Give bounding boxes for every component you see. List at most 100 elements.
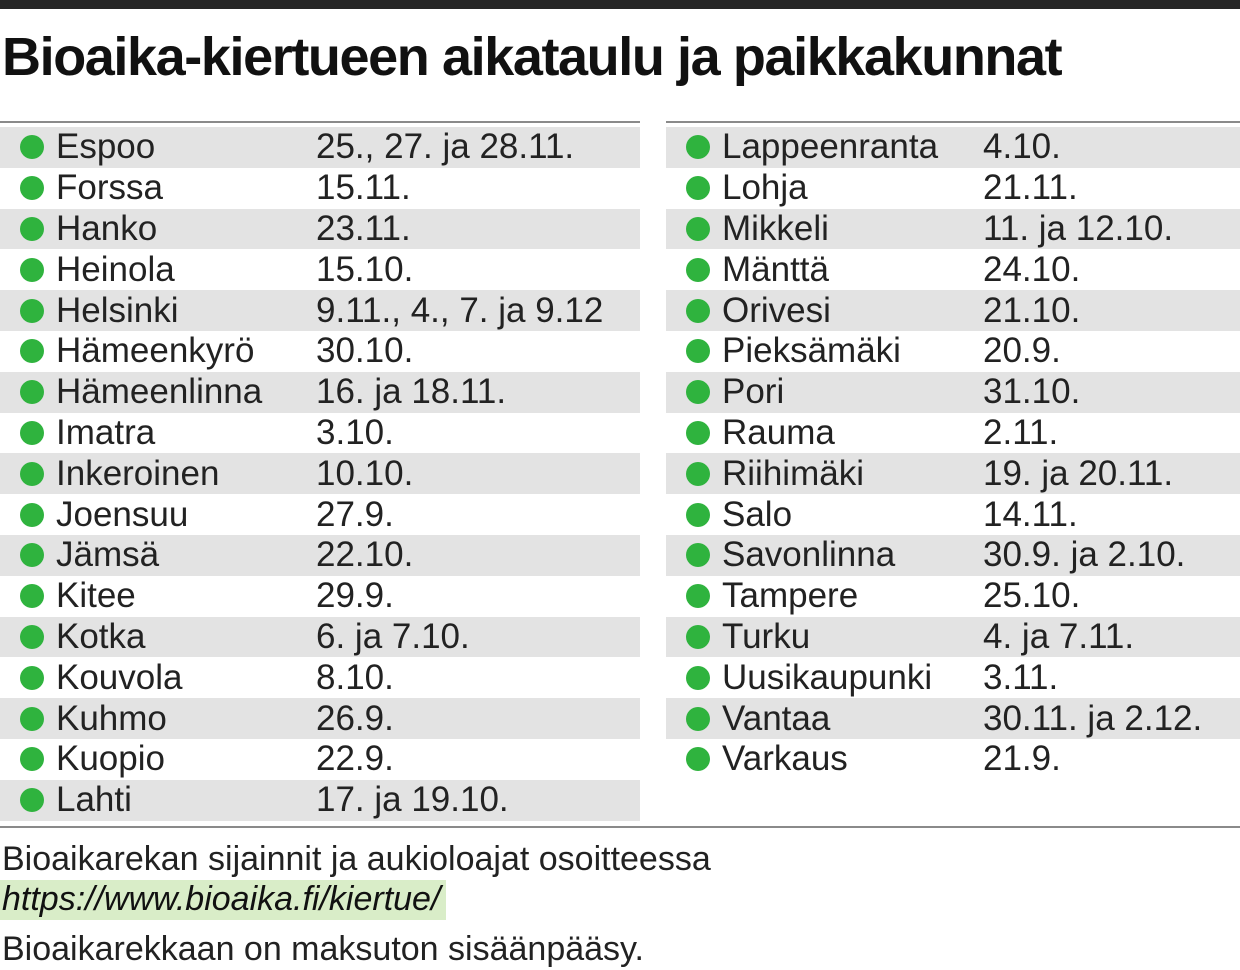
schedule-row: Tampere 25.10. [666, 576, 1240, 617]
bullet-dot-icon [686, 257, 710, 282]
schedule-row: Helsinki 9.11., 4., 7. ja 9.12 [0, 290, 640, 331]
event-dates: 21.9. [983, 739, 1061, 779]
schedule-row: Kuhmo 26.9. [0, 698, 640, 739]
schedule-row: Orivesi 21.10. [666, 290, 1240, 331]
event-dates: 25.10. [983, 576, 1081, 616]
bullet-dot-icon [686, 543, 710, 568]
schedule-row: Kotka 6. ja 7.10. [0, 616, 640, 658]
city-name: Kouvola [56, 657, 183, 697]
event-dates: 23.11. [316, 208, 411, 248]
city-name: Orivesi [722, 290, 831, 330]
city-name: Kotka [56, 616, 146, 656]
event-dates: 17. ja 19.10. [316, 780, 509, 820]
bullet-dot-icon [686, 706, 710, 731]
bullet-dot-icon [686, 584, 710, 609]
city-name: Lohja [722, 168, 808, 208]
city-name: Kuopio [56, 739, 165, 779]
city-name: Rauma [722, 412, 835, 452]
event-dates: 6. ja 7.10. [316, 616, 470, 656]
schedule-row: Hanko 23.11. [0, 208, 640, 250]
schedule-row: Kuopio 22.9. [0, 739, 640, 780]
schedule-row: Hämeenkyrö 30.10. [0, 331, 640, 372]
city-name: Espoo [56, 127, 156, 167]
footer-note: Bioaikarekkaan on maksuton sisäänpääsy. [2, 930, 644, 968]
schedule-column-right: Lappeenranta 4.10. Lohja 21.11. Mikkeli 11. j… [666, 127, 1240, 780]
city-name: Inkeroinen [56, 453, 220, 493]
schedule-row: Rauma 2.11. [666, 413, 1240, 454]
schedule-row: Savonlinna 30.9. ja 2.10. [666, 534, 1240, 576]
bullet-dot-icon [686, 135, 710, 160]
schedule-row: Mikkeli 11. ja 12.10. [666, 208, 1240, 250]
page-title: Bioaika-kiertueen aikataulu ja paikkakun… [2, 27, 1063, 87]
schedule-row: Mänttä 24.10. [666, 249, 1240, 290]
event-dates: 14.11. [983, 494, 1078, 534]
city-name: Lahti [56, 780, 132, 820]
event-dates: 16. ja 18.11. [316, 372, 507, 412]
event-dates: 2.11. [983, 412, 1059, 452]
schedule-row: Lahti 17. ja 19.10. [0, 779, 640, 821]
event-dates: 15.10. [316, 249, 414, 289]
event-dates: 30.9. ja 2.10. [983, 535, 1186, 575]
schedule-row: Lohja 21.11. [666, 168, 1240, 209]
top-rule [0, 0, 1240, 9]
bullet-dot-icon [20, 380, 44, 405]
event-dates: 3.10. [316, 412, 394, 452]
event-dates: 26.9. [316, 698, 394, 738]
event-dates: 4. ja 7.11. [983, 616, 1135, 656]
bullet-dot-icon [20, 543, 44, 568]
schedule-row: Espoo 25., 27. ja 28.11. [0, 127, 640, 168]
bullet-dot-icon [686, 420, 710, 445]
event-dates: 22.10. [316, 535, 414, 575]
schedule-row: Hämeenlinna 16. ja 18.11. [0, 371, 640, 413]
city-name: Uusikaupunki [722, 657, 933, 697]
schedule-row: Riihimäki 19. ja 20.11. [666, 453, 1240, 495]
bullet-dot-icon [686, 747, 710, 772]
city-name: Pori [722, 372, 785, 412]
footer-text: Bioaikarekan sijainnit ja aukioloajat os… [2, 840, 711, 878]
bullet-dot-icon [686, 298, 710, 323]
bullet-dot-icon [686, 665, 710, 690]
city-name: Tampere [722, 576, 859, 616]
city-name: Mikkeli [722, 208, 829, 248]
city-name: Hanko [56, 208, 158, 248]
bullet-dot-icon [686, 461, 710, 486]
bullet-dot-icon [686, 176, 710, 201]
event-dates: 30.10. [316, 331, 414, 371]
bullet-dot-icon [20, 257, 44, 282]
schedule-row: Forssa 15.11. [0, 168, 640, 209]
city-name: Lappeenranta [722, 127, 939, 167]
event-dates: 10.10. [316, 453, 414, 493]
bullet-dot-icon [20, 584, 44, 609]
event-dates: 25., 27. ja 28.11. [316, 127, 575, 167]
bullet-dot-icon [20, 461, 44, 486]
city-name: Salo [722, 494, 793, 534]
event-dates: 20.9. [983, 331, 1061, 371]
city-name: Mänttä [722, 249, 829, 289]
schedule-row: Jämsä 22.10. [0, 534, 640, 576]
schedule-row: Inkeroinen 10.10. [0, 453, 640, 495]
city-name: Forssa [56, 168, 163, 208]
event-dates: 29.9. [316, 576, 394, 616]
schedule-row: Turku 4. ja 7.11. [666, 616, 1240, 658]
bullet-dot-icon [686, 339, 710, 364]
city-name: Kuhmo [56, 698, 167, 738]
city-name: Joensuu [56, 494, 189, 534]
city-name: Varkaus [722, 739, 848, 779]
schedule-column-left: Espoo 25., 27. ja 28.11. Forssa 15.11. Hanko… [0, 127, 640, 821]
city-name: Savonlinna [722, 535, 896, 575]
bullet-dot-icon [686, 216, 710, 241]
schedule-row: Joensuu 27.9. [0, 494, 640, 535]
bullet-dot-icon [20, 420, 44, 445]
bullet-dot-icon [20, 502, 44, 527]
schedule-row: Kitee 29.9. [0, 576, 640, 617]
schedule-row: Pori 31.10. [666, 371, 1240, 413]
schedule-row: Salo 14.11. [666, 494, 1240, 535]
event-dates: 31.10. [983, 372, 1081, 412]
city-name: Helsinki [56, 290, 179, 330]
footer-link[interactable]: https://www.bioaika.fi/kiertue/ [0, 880, 447, 920]
event-dates: 22.9. [316, 739, 394, 779]
bullet-dot-icon [20, 747, 44, 772]
city-name: Imatra [56, 412, 156, 452]
city-name: Jämsä [56, 535, 160, 575]
event-dates: 3.11. [983, 657, 1059, 697]
